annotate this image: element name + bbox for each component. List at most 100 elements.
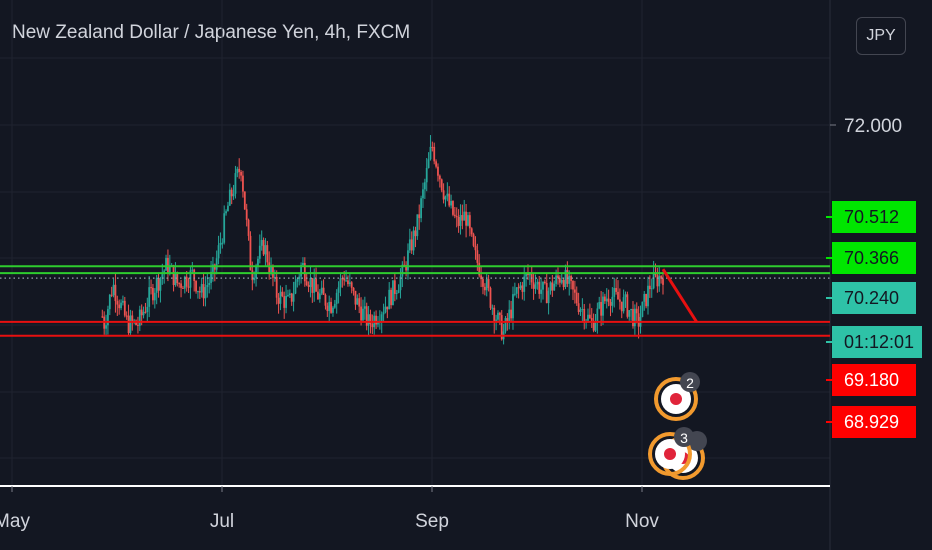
- candle-body: [330, 301, 332, 313]
- currency-button[interactable]: JPY: [856, 17, 906, 55]
- candle-body: [622, 297, 625, 312]
- candle-body: [401, 264, 404, 277]
- candle-body: [390, 289, 392, 306]
- candle-body: [125, 315, 128, 317]
- candle-body: [277, 297, 280, 304]
- candle-body: [452, 201, 454, 215]
- candle-body: [174, 272, 177, 286]
- price-label-tick: [826, 341, 832, 343]
- candle-body: [110, 294, 113, 296]
- candle-body: [268, 262, 271, 273]
- candle-body: [515, 287, 518, 294]
- candle-body: [425, 167, 428, 183]
- candle-body: [354, 290, 357, 305]
- candle-body: [343, 278, 346, 281]
- candle-body: [423, 182, 426, 190]
- candle-body: [590, 317, 593, 321]
- candle-body: [335, 292, 338, 304]
- candle-body: [422, 189, 424, 199]
- candle-body: [579, 309, 582, 313]
- candle-body: [300, 264, 302, 277]
- candle-body: [223, 213, 226, 243]
- candle-body: [523, 276, 526, 292]
- candle-body: [270, 265, 272, 273]
- candle-body: [540, 289, 543, 294]
- candle-body: [532, 282, 535, 289]
- candle-body: [275, 276, 278, 298]
- time-axis-label-jul: Jul: [210, 511, 234, 532]
- candle-body: [467, 215, 469, 226]
- candle-body: [478, 262, 481, 276]
- candle-body: [217, 245, 220, 259]
- candle-body: [538, 281, 541, 294]
- candle-body: [536, 281, 539, 285]
- candle-body: [101, 316, 104, 318]
- candle-body: [555, 275, 558, 284]
- chart-title: New Zealand Dollar / Japanese Yen, 4h, F…: [12, 22, 411, 43]
- candle-body: [455, 215, 458, 217]
- candle-body: [148, 287, 151, 307]
- candle-body: [116, 301, 119, 305]
- candle-body: [114, 284, 117, 302]
- countdown-label: 01:12:01: [826, 326, 922, 358]
- candle-body: [350, 282, 353, 288]
- price-label-tick: [826, 379, 832, 381]
- candle-body: [137, 324, 139, 326]
- candles: [101, 135, 664, 345]
- candle-body: [328, 301, 331, 312]
- candle-body: [302, 263, 304, 265]
- candle-body: [500, 315, 503, 340]
- candle-body: [437, 166, 439, 176]
- candle-body: [613, 287, 616, 297]
- candle-body: [262, 240, 265, 255]
- candle-body: [182, 287, 184, 289]
- candle-body: [581, 308, 584, 310]
- candle-body: [388, 289, 391, 310]
- candle-body: [648, 285, 651, 290]
- candle-body: [202, 284, 205, 299]
- candle-body: [525, 273, 528, 277]
- candle-body: [459, 215, 462, 226]
- candle-body: [367, 314, 370, 326]
- candle-body: [208, 282, 211, 285]
- candle-body: [260, 240, 263, 246]
- candle-body: [632, 309, 634, 327]
- candle-body: [258, 245, 261, 259]
- candle-body: [333, 303, 336, 308]
- event-badge-count: 2: [686, 375, 694, 391]
- candle-body: [562, 280, 565, 288]
- candle-body: [444, 196, 447, 200]
- candle-body: [232, 193, 235, 197]
- candle-body: [176, 272, 179, 284]
- candle-body: [489, 287, 492, 308]
- candle-body: [435, 161, 437, 167]
- candle-body: [427, 159, 430, 168]
- candle-body: [433, 146, 436, 162]
- candle-body: [221, 242, 224, 244]
- candle-body: [155, 278, 158, 293]
- candle-body: [140, 309, 143, 316]
- candle-body: [339, 278, 342, 288]
- candle-body: [377, 322, 379, 325]
- candle-body: [348, 282, 351, 285]
- candle-body: [238, 168, 241, 172]
- candle-body: [168, 265, 171, 273]
- candle-body: [105, 325, 107, 329]
- candle-body: [219, 242, 222, 246]
- candle-body: [412, 230, 415, 251]
- candle-body: [618, 299, 621, 302]
- price-label-tick: [826, 297, 832, 299]
- candle-body: [438, 175, 441, 180]
- candle-body: [470, 228, 473, 235]
- candle-body: [206, 284, 209, 288]
- candle-body: [587, 314, 589, 321]
- candle-body: [448, 193, 451, 206]
- candle-body: [352, 287, 355, 291]
- candle-body: [326, 305, 329, 312]
- candle-body: [122, 300, 124, 303]
- candle-body: [487, 279, 490, 288]
- candle-body: [234, 173, 237, 194]
- candle-body: [266, 245, 269, 263]
- candle-body: [549, 282, 552, 291]
